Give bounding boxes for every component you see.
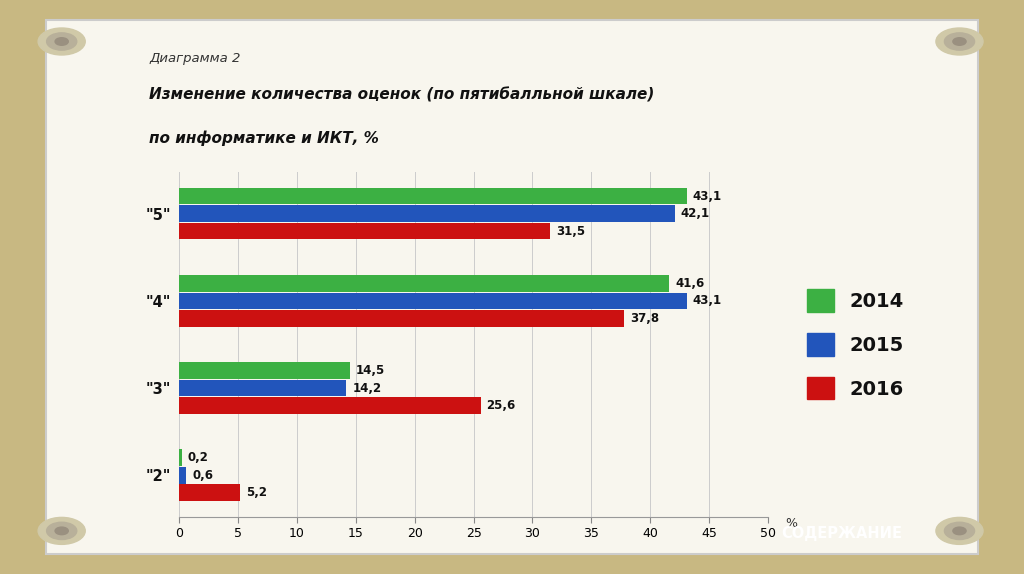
Bar [179, 223, 550, 239]
Text: 43,1: 43,1 [692, 294, 722, 307]
Bar [179, 484, 241, 501]
Bar [179, 449, 181, 466]
Circle shape [936, 28, 983, 55]
Text: СОДЕРЖАНИЕ: СОДЕРЖАНИЕ [781, 526, 903, 541]
Text: 14,2: 14,2 [352, 382, 381, 394]
Circle shape [47, 522, 77, 540]
Text: 0,6: 0,6 [193, 469, 213, 482]
Circle shape [944, 33, 975, 50]
Text: 41,6: 41,6 [675, 277, 705, 290]
Bar [179, 310, 625, 327]
Text: 37,8: 37,8 [630, 312, 659, 325]
Text: 5,2: 5,2 [247, 486, 267, 499]
Circle shape [953, 527, 966, 534]
Bar [179, 293, 687, 309]
Circle shape [47, 33, 77, 50]
Bar [179, 362, 350, 379]
Circle shape [953, 38, 966, 45]
Bar [179, 188, 687, 204]
Text: 31,5: 31,5 [556, 224, 585, 238]
Bar [179, 205, 675, 222]
Bar [179, 275, 669, 292]
FancyBboxPatch shape [46, 20, 978, 554]
Text: 0,2: 0,2 [187, 451, 208, 464]
Legend: 2014, 2015, 2016: 2014, 2015, 2016 [807, 289, 904, 400]
Bar [179, 380, 346, 396]
Text: 25,6: 25,6 [486, 399, 516, 412]
Circle shape [936, 517, 983, 544]
Text: 43,1: 43,1 [692, 189, 722, 203]
Circle shape [55, 38, 69, 45]
Text: Диаграмма 2: Диаграмма 2 [150, 52, 241, 65]
Text: %: % [785, 517, 798, 530]
Circle shape [38, 517, 85, 544]
Text: 42,1: 42,1 [681, 207, 710, 220]
Circle shape [38, 28, 85, 55]
Bar [179, 397, 480, 414]
Text: Изменение количества оценок (по пятибалльной шкале): Изменение количества оценок (по пятибалл… [150, 87, 654, 103]
Bar [179, 467, 186, 483]
Circle shape [944, 522, 975, 540]
Text: 14,5: 14,5 [356, 364, 385, 377]
Text: по информатике и ИКТ, %: по информатике и ИКТ, % [150, 130, 379, 146]
Circle shape [55, 527, 69, 534]
